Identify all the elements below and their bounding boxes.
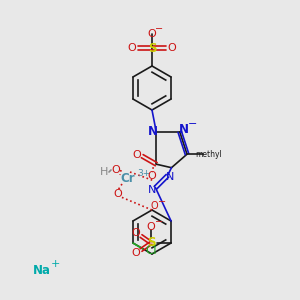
- Text: O: O: [168, 43, 176, 53]
- Text: O: O: [133, 150, 142, 160]
- Text: methyl: methyl: [196, 150, 222, 159]
- Text: O: O: [148, 29, 156, 39]
- Text: O: O: [128, 43, 136, 53]
- Text: Na: Na: [33, 263, 51, 277]
- Text: 3+: 3+: [137, 169, 151, 178]
- Text: S: S: [147, 236, 155, 250]
- Text: H: H: [100, 167, 108, 177]
- Text: O: O: [132, 228, 140, 238]
- Text: O: O: [114, 189, 122, 199]
- Text: O: O: [132, 248, 140, 258]
- Text: O: O: [112, 165, 120, 175]
- Text: Cl: Cl: [145, 244, 157, 257]
- Text: N: N: [166, 172, 175, 182]
- Text: +: +: [50, 259, 60, 269]
- Text: N: N: [148, 125, 158, 138]
- Text: S: S: [148, 41, 156, 55]
- Text: N: N: [179, 123, 189, 136]
- Text: N: N: [148, 185, 157, 195]
- Text: −: −: [188, 119, 197, 129]
- Text: −: −: [155, 217, 163, 227]
- Text: O: O: [150, 201, 158, 211]
- Text: Cr: Cr: [121, 172, 135, 184]
- Text: O: O: [148, 171, 157, 181]
- Text: −: −: [155, 24, 163, 34]
- Text: −: −: [158, 197, 166, 207]
- Text: O: O: [147, 222, 155, 232]
